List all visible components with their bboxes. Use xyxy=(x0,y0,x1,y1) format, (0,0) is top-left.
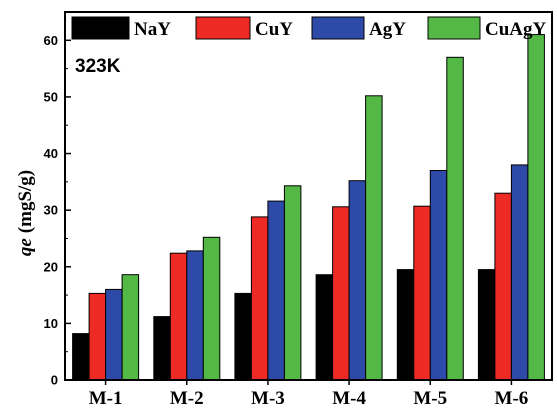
y-tick-label: 0 xyxy=(51,373,58,388)
bar-cuy-m-4 xyxy=(332,206,350,381)
legend-swatch-nay xyxy=(71,16,130,40)
bar-cuagy-m-6 xyxy=(527,34,545,381)
x-tick-label: M-4 xyxy=(332,388,366,409)
y-tick-label: 30 xyxy=(44,203,58,218)
x-tick-label: M-6 xyxy=(495,388,529,409)
bar-cuagy-m-3 xyxy=(283,185,302,381)
y-tick-label: 60 xyxy=(44,33,58,48)
bar-nay-m-5 xyxy=(396,269,415,381)
legend-swatch-agy xyxy=(311,16,365,40)
y-tick-label: 20 xyxy=(44,259,58,274)
bar-cuagy-m-4 xyxy=(365,95,383,381)
legend-label-cuagy: CuAgY xyxy=(485,19,547,40)
legend-label-agy: AgY xyxy=(369,19,406,40)
bar-cuy-m-6 xyxy=(494,192,512,381)
bars-group xyxy=(72,34,545,381)
x-tick-label: M-5 xyxy=(413,388,447,409)
bar-agy-m-2 xyxy=(186,250,204,381)
bar-cuagy-m-5 xyxy=(446,56,464,381)
bar-agy-m-6 xyxy=(510,164,529,381)
y-axis-label: qe (mgS/g) xyxy=(15,170,36,256)
x-tick-label: M-3 xyxy=(251,388,285,409)
legend-label-nay: NaY xyxy=(134,19,171,40)
temperature-annotation: 323K xyxy=(75,56,121,77)
bar-nay-m-2 xyxy=(153,316,171,381)
y-tick-label: 10 xyxy=(44,316,58,331)
plot-frame xyxy=(64,11,553,381)
bar-nay-m-4 xyxy=(315,274,334,381)
bar-cuagy-m-2 xyxy=(202,236,221,381)
bar-agy-m-4 xyxy=(348,180,367,381)
bar-cuy-m-5 xyxy=(413,205,431,381)
legend: NaY CuY AgY CuAgY xyxy=(71,16,547,40)
x-tick-label: M-1 xyxy=(89,388,123,409)
bar-cuy-m-1 xyxy=(88,292,107,381)
y-tick-label: 50 xyxy=(44,89,58,104)
legend-swatch-cuy xyxy=(195,16,251,40)
axes-group: 0 10 20 30 40 50 60 M-1 M-2 M-3 M-4 M-5 M-6 xyxy=(44,11,553,409)
legend-swatch-cuagy xyxy=(427,16,481,40)
x-tick-label: M-2 xyxy=(170,388,204,409)
bar-agy-m-3 xyxy=(267,200,285,381)
bar-nay-m-3 xyxy=(234,292,252,381)
y-tick-label: 40 xyxy=(44,146,58,161)
bar-agy-m-1 xyxy=(105,288,123,381)
bar-nay-m-6 xyxy=(477,269,496,381)
bar-cuy-m-3 xyxy=(250,216,269,381)
y-axis-label-unit: (mgS/g) xyxy=(15,170,36,233)
bar-nay-m-1 xyxy=(72,333,90,381)
legend-label-cuy: CuY xyxy=(255,19,293,40)
bar-agy-m-5 xyxy=(429,170,448,381)
bar-cuagy-m-1 xyxy=(121,274,140,381)
y-axis-label-symbol: qe xyxy=(15,238,36,257)
bar-cuy-m-2 xyxy=(169,252,188,381)
